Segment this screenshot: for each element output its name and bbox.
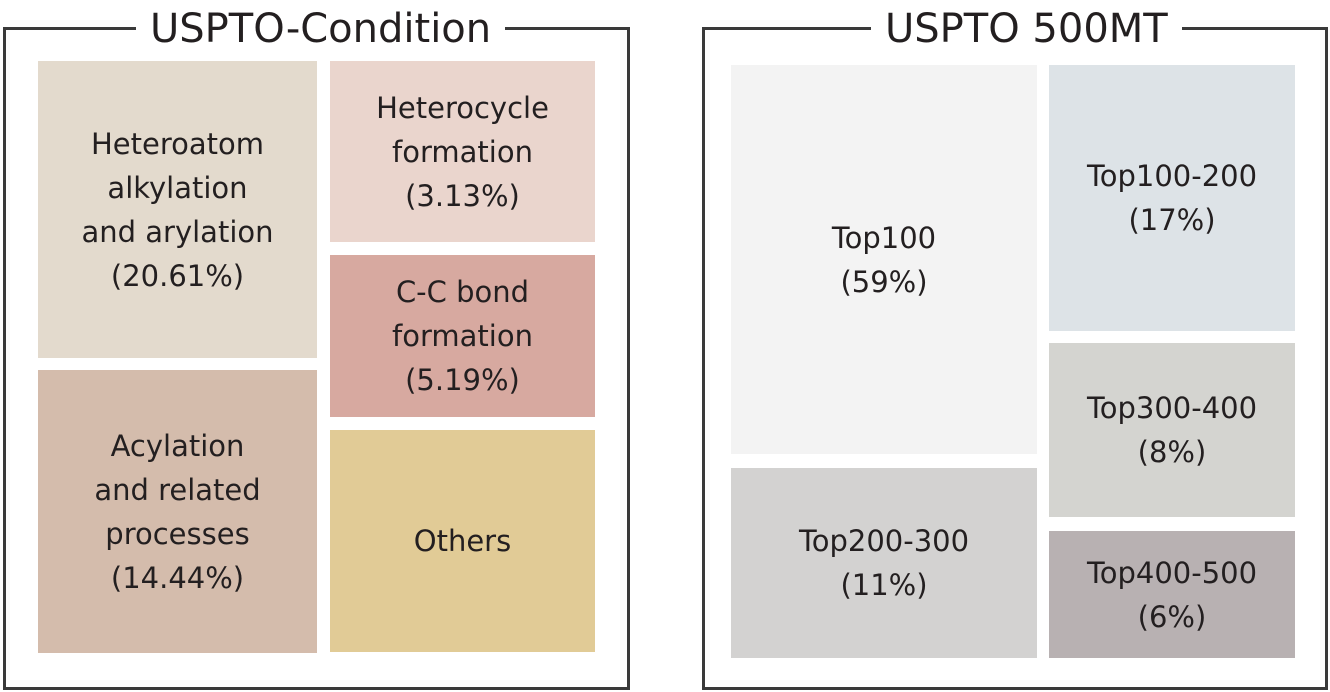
panel-title: USPTO 500MT: [871, 3, 1182, 55]
uspto-condition-panel: USPTO-Condition: [3, 3, 630, 690]
tile-percentage: (3.13%): [405, 178, 520, 213]
tile-top400-500: Top400-500 (6%): [1049, 531, 1295, 658]
tile-label-line: formation: [392, 319, 533, 353]
tile-label-line: alkylation: [107, 170, 248, 205]
tile-top300-400: Top300-400 (8%): [1049, 343, 1295, 517]
tile-label-line: Acylation: [110, 428, 245, 463]
tile-top100-200: Top100-200 (17%): [1049, 65, 1295, 331]
tile-percentage: (20.61%): [110, 258, 245, 293]
tile-label-line: Heteroatom: [90, 126, 265, 161]
tile-percentage: (17%): [1128, 203, 1216, 237]
tile-top100: Top100 (59%): [731, 65, 1037, 454]
tile-percentage: (14.44%): [110, 560, 245, 595]
tile-percentage: (6%): [1137, 599, 1207, 634]
tile-label-line: C-C bond: [395, 275, 530, 309]
tile-percentage: (8%): [1137, 435, 1207, 469]
tile-label-line: and arylation: [81, 214, 274, 249]
tile-top200-300: Top200-300 (11%): [731, 468, 1037, 658]
tile-percentage: (59%): [840, 264, 928, 299]
tile-cc-bond-formation: C-C bond formation (5.19%): [330, 255, 595, 417]
panel-title: USPTO-Condition: [136, 3, 506, 55]
tile-label-line: and related: [94, 472, 261, 507]
tile-heteroatom-alkylation: Heteroatom alkylation and arylation (20.…: [38, 61, 317, 358]
tile-label-line: Others: [413, 524, 512, 558]
tile-others: Others: [330, 430, 595, 652]
uspto-500mt-panel: USPTO 500MT: [702, 3, 1328, 690]
tile-label-line: processes: [105, 516, 250, 551]
tile-label-line: Top300-400: [1086, 391, 1258, 425]
tile-label-line: Top100: [831, 220, 937, 255]
tile-heterocycle-formation: Heterocycle formation (3.13%): [330, 61, 595, 242]
tile-label-line: formation: [392, 134, 533, 169]
tile-label-line: Top100-200: [1086, 159, 1258, 193]
tile-label-line: Top200-300: [798, 524, 970, 558]
tile-percentage: (5.19%): [405, 363, 520, 397]
tile-percentage: (11%): [840, 568, 928, 602]
tile-label-line: Top400-500: [1086, 555, 1258, 590]
tile-acylation: Acylation and related processes (14.44%): [38, 370, 317, 653]
tile-label-line: Heterocycle: [376, 90, 549, 125]
